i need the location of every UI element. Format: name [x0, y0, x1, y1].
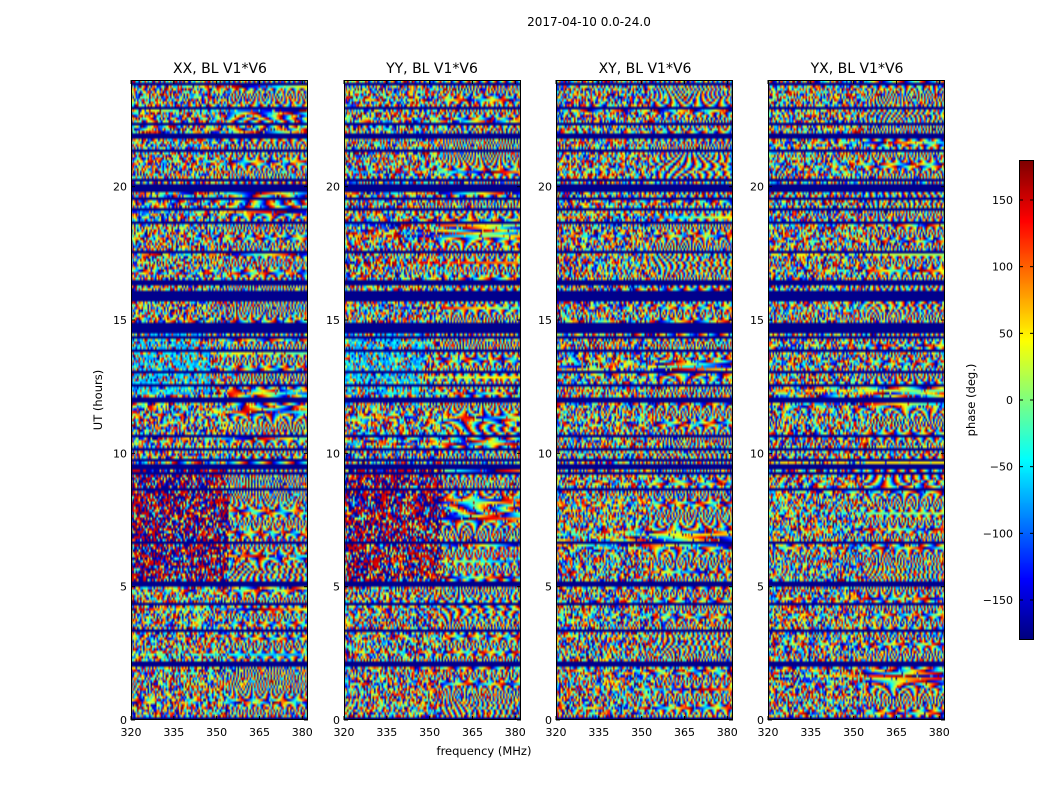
x-tick-label: 350 [419, 726, 440, 739]
colorbar-tick-label: 50 [999, 327, 1013, 340]
colorbar-tick-label: 100 [992, 261, 1013, 274]
panel-title: YX, BL V1*V6 [810, 61, 904, 77]
panel-xx: XX, BL V1*V6 320 335 350 365 380 0 5 10 15 20 [113, 61, 313, 739]
y-tick-label: 5 [333, 581, 340, 594]
y-tick-label: 5 [757, 581, 764, 594]
y-axis-label: UT (hours) [91, 370, 105, 430]
plot-frame [131, 80, 308, 720]
x-tick-label: 365 [462, 726, 483, 739]
x-tick-label: 320 [334, 726, 355, 739]
colorbar-tick-label: 0 [1006, 394, 1013, 407]
y-tick-label: 15 [113, 314, 127, 327]
x-tick-label: 380 [292, 726, 313, 739]
y-tick-label: 10 [538, 447, 552, 460]
panel-xy: XY, BL V1*V6 320 335 350 365 380 0 5 10 15 20 [538, 61, 738, 739]
y-tick-label: 20 [538, 181, 552, 194]
y-tick-label: 15 [750, 314, 764, 327]
x-tick-label: 335 [376, 726, 397, 739]
y-tick-label: 15 [538, 314, 552, 327]
y-tick-label: 10 [113, 447, 127, 460]
y-tick-label: 0 [757, 714, 764, 727]
colorbar-gradient [1019, 160, 1034, 640]
y-tick-label: 0 [120, 714, 127, 727]
y-tick-label: 5 [120, 581, 127, 594]
colorbar-tick-label: 150 [992, 194, 1013, 207]
figure-title: 2017-04-10 0.0-24.0 [527, 15, 651, 29]
x-tick-label: 320 [758, 726, 779, 739]
y-tick-label: 10 [750, 447, 764, 460]
colorbar-tick-label: −100 [983, 527, 1013, 540]
phase-heatmap [768, 80, 945, 720]
y-tick-label: 20 [750, 181, 764, 194]
y-tick-label: 15 [326, 314, 340, 327]
phase-heatmap [131, 80, 308, 720]
x-tick-label: 365 [249, 726, 270, 739]
x-tick-label: 320 [121, 726, 142, 739]
x-tick-label: 380 [717, 726, 738, 739]
panel-yx: YX, BL V1*V6 320 335 350 365 380 0 5 10 15 20 [750, 61, 950, 739]
x-tick-label: 365 [886, 726, 907, 739]
phase-heatmap [556, 80, 733, 720]
y-tick-label: 20 [113, 181, 127, 194]
panel-yy: YY, BL V1*V6 320 335 350 365 380 0 5 10 15 20 [326, 61, 526, 739]
x-tick-label: 335 [800, 726, 821, 739]
panel-title: YY, BL V1*V6 [385, 61, 478, 77]
phase-heatmap [344, 80, 521, 720]
x-tick-label: 365 [674, 726, 695, 739]
x-tick-label: 335 [163, 726, 184, 739]
x-tick-label: 380 [929, 726, 950, 739]
colorbar: 150 100 50 0 −50 −100 −150 [983, 160, 1034, 640]
plot-frame [344, 80, 521, 720]
colorbar-label: phase (deg.) [964, 364, 978, 437]
y-tick-label: 5 [545, 581, 552, 594]
x-tick-label: 380 [505, 726, 526, 739]
y-tick-label: 0 [333, 714, 340, 727]
panel-title: XY, BL V1*V6 [599, 61, 692, 77]
x-tick-label: 350 [631, 726, 652, 739]
colorbar-tick-label: −50 [990, 461, 1013, 474]
x-tick-label: 350 [206, 726, 227, 739]
y-tick-label: 0 [545, 714, 552, 727]
x-tick-label: 350 [843, 726, 864, 739]
x-tick-label: 320 [546, 726, 567, 739]
x-tick-label: 335 [588, 726, 609, 739]
plot-frame [768, 80, 945, 720]
y-tick-label: 10 [326, 447, 340, 460]
plot-frame [556, 80, 733, 720]
x-axis-label: frequency (MHz) [437, 744, 532, 758]
y-tick-label: 20 [326, 181, 340, 194]
colorbar-tick-label: −150 [983, 594, 1013, 607]
panel-title: XX, BL V1*V6 [173, 61, 267, 77]
